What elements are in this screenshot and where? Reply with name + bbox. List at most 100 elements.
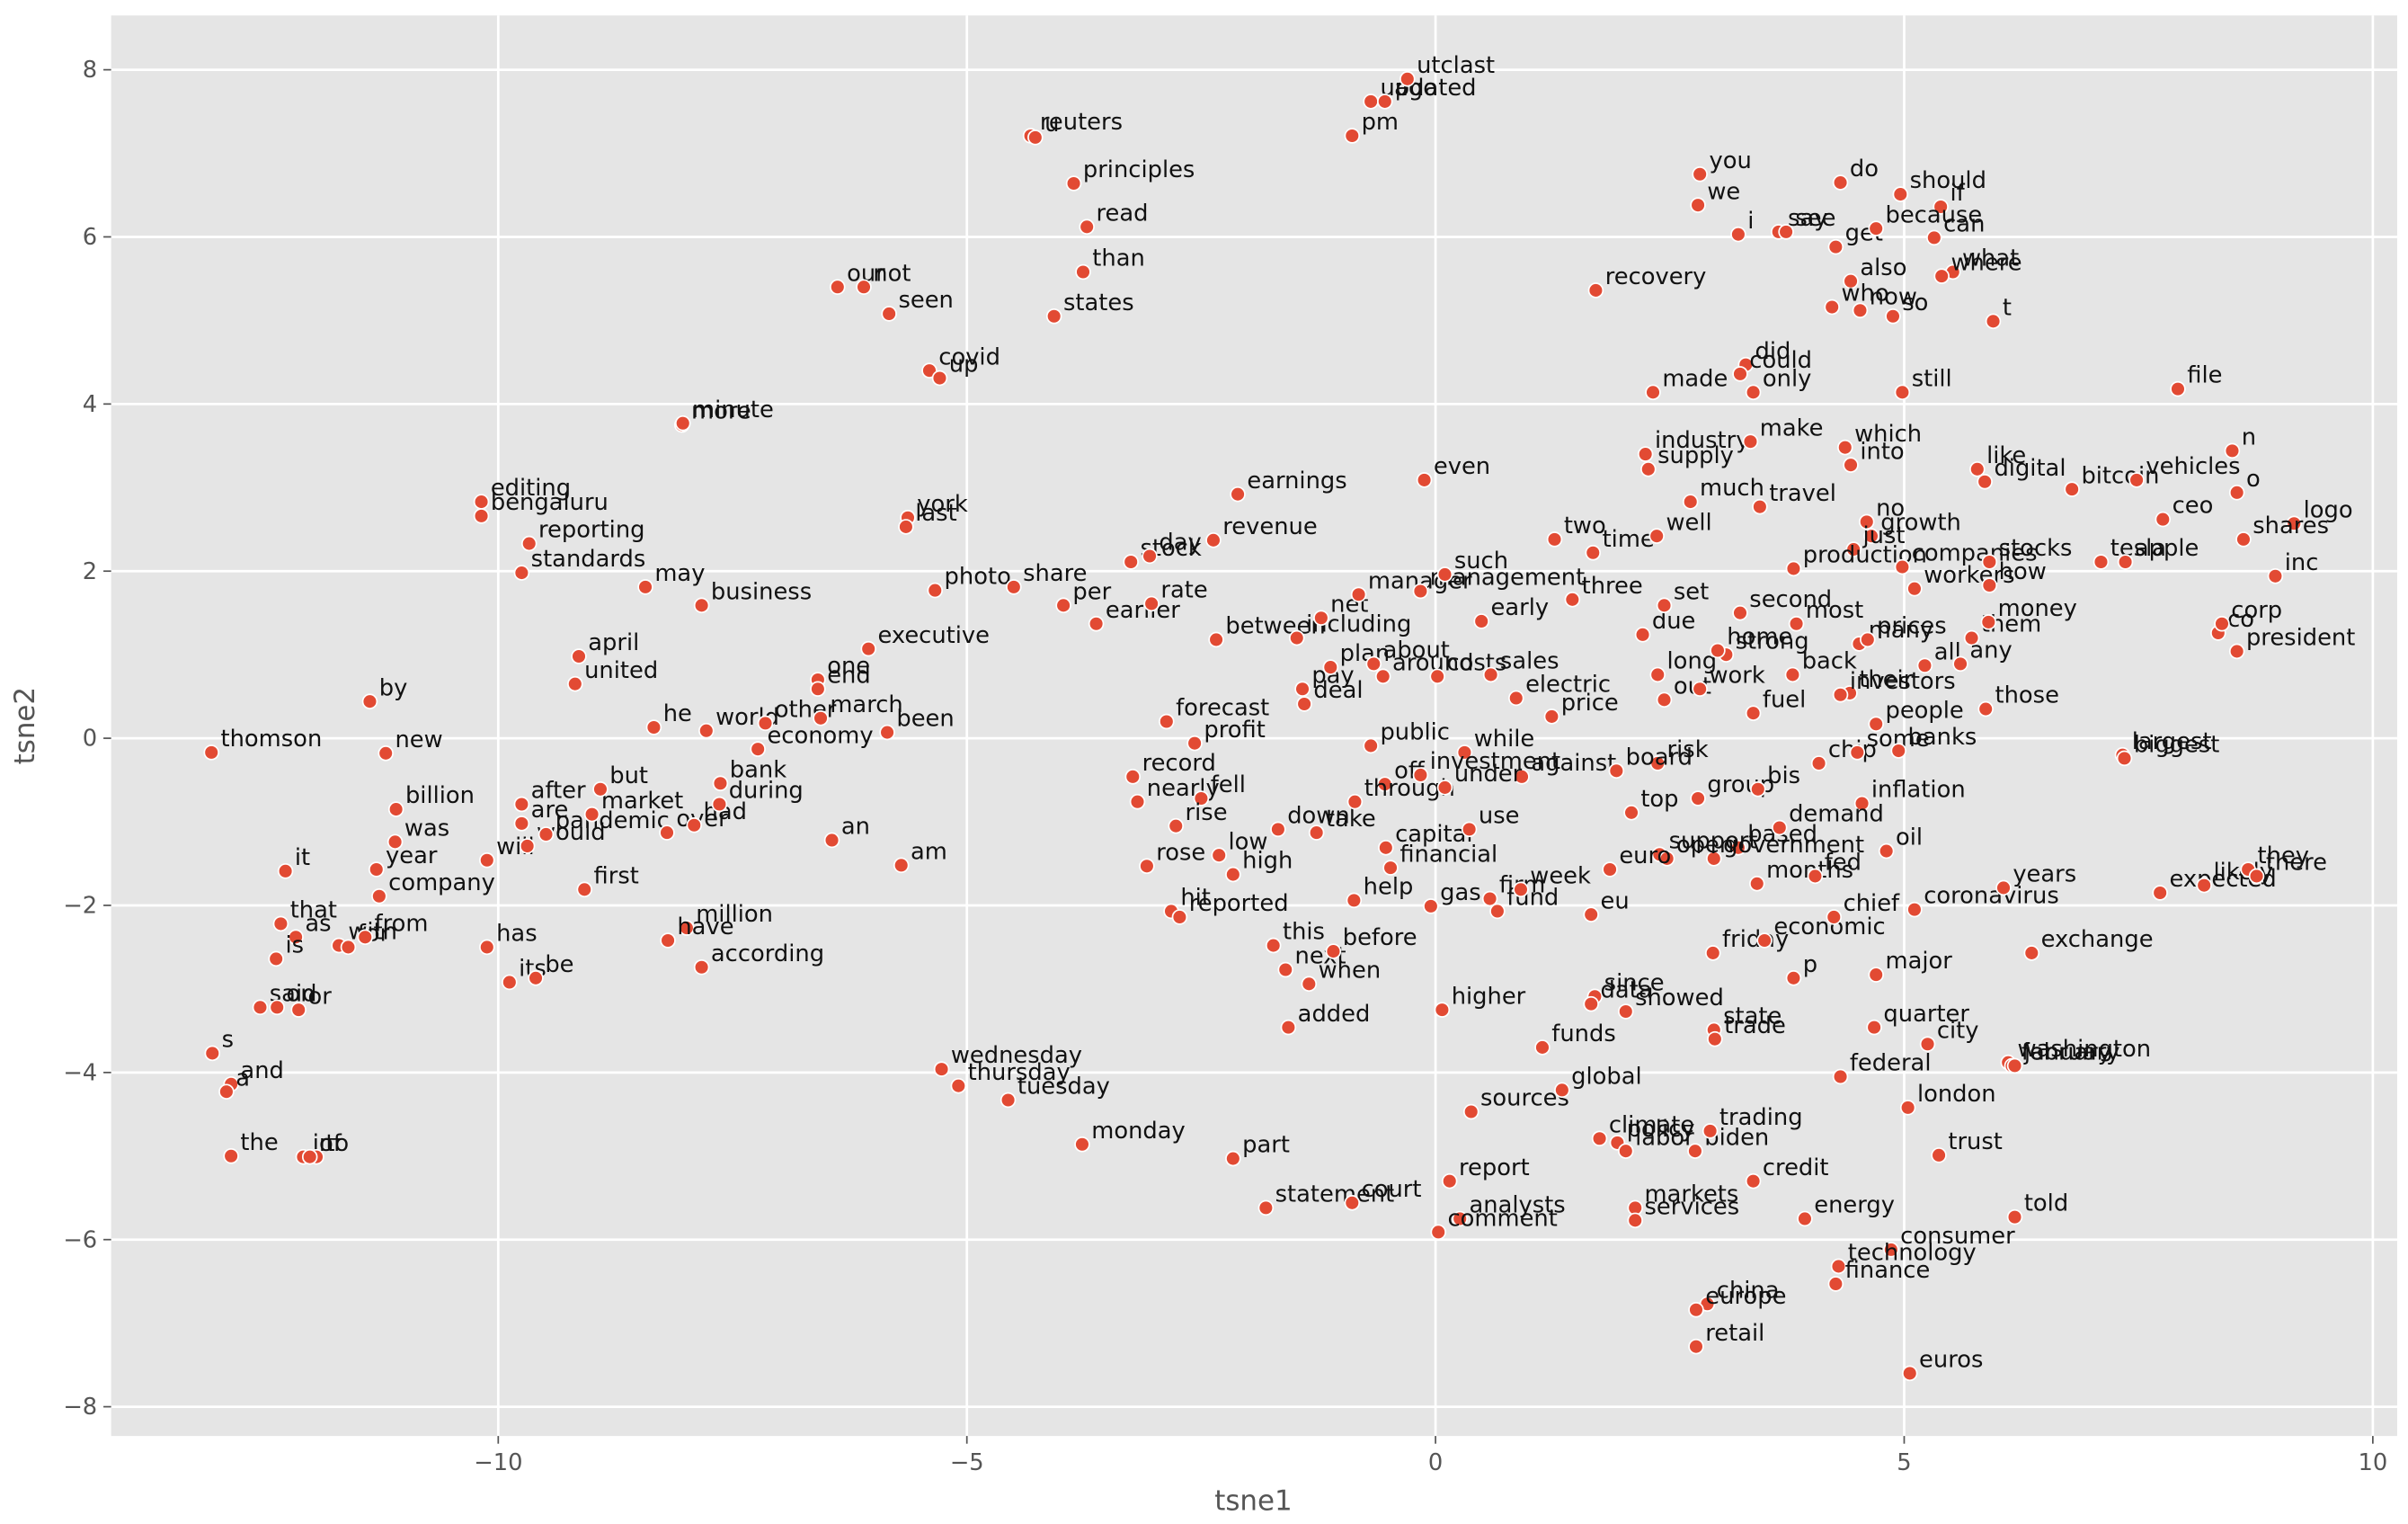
point-label: added [1298, 1001, 1371, 1028]
point [1027, 129, 1044, 146]
point-label: forecast [1176, 695, 1269, 722]
point-label: per [1072, 578, 1111, 605]
point [1742, 433, 1759, 450]
point-label: states [1063, 290, 1134, 316]
point [1687, 1143, 1703, 1159]
point [1969, 461, 1986, 477]
point [520, 535, 538, 552]
point [1412, 583, 1429, 600]
point-label: first [594, 862, 639, 889]
point [698, 722, 715, 739]
point-label: who [1841, 281, 1888, 307]
point [1894, 384, 1911, 401]
point [1745, 705, 1762, 721]
point [1931, 1147, 1947, 1163]
point [1732, 366, 1748, 382]
point [1784, 666, 1801, 683]
ticks: −10 −5 0 5 10 −8 −6 −4 −2 0 2 4 6 8 [63, 57, 2387, 1476]
point [1827, 1276, 1844, 1292]
point-label: retail [1705, 1320, 1764, 1347]
point [1045, 307, 1062, 325]
point [1591, 1130, 1608, 1147]
point [1313, 610, 1329, 627]
point-label: use [1479, 803, 1520, 830]
point [1692, 166, 1708, 183]
point-label: global [1571, 1063, 1642, 1090]
point [1363, 737, 1379, 754]
point-label: thursday [968, 1059, 1071, 1086]
point-label: digital [1994, 455, 2066, 482]
point-label: bitcoin [2081, 462, 2159, 489]
point-label: london [1917, 1081, 1996, 1108]
point [2093, 554, 2110, 570]
y-tick-label: −2 [63, 893, 97, 920]
point [1412, 767, 1429, 783]
point [204, 1045, 221, 1062]
point-label: money [1998, 595, 2077, 622]
point-label: support [1669, 827, 1758, 854]
point-label: government [1723, 832, 1864, 859]
point [1139, 858, 1155, 875]
point [269, 999, 285, 1016]
point [1344, 128, 1361, 144]
point-label: been [896, 706, 954, 733]
point [1079, 218, 1095, 236]
point-label: industry [1655, 427, 1749, 454]
point-label: did [1755, 338, 1791, 365]
x-tick-label: 10 [2358, 1449, 2387, 1476]
point [2064, 481, 2080, 497]
point [1602, 861, 1618, 878]
point-label: before [1343, 924, 1417, 951]
point [1658, 851, 1675, 867]
point-label: by [379, 674, 408, 701]
point [1916, 657, 1933, 673]
point-label: rise [1186, 799, 1228, 826]
point [860, 640, 876, 657]
point [1977, 700, 1994, 717]
point [2267, 568, 2284, 584]
point [301, 1148, 318, 1165]
point [2128, 472, 2145, 488]
point-label: exchange [2041, 926, 2154, 953]
point [879, 724, 895, 741]
point [513, 815, 530, 832]
point [1441, 1172, 1458, 1190]
point [1807, 868, 1824, 885]
point [583, 806, 600, 823]
point-label: when [1319, 957, 1382, 984]
point-label: are [531, 797, 569, 824]
point-label: strong [1736, 628, 1809, 655]
point-label: biggest [2134, 732, 2220, 759]
point [1294, 681, 1311, 698]
point-label: capital [1395, 821, 1472, 848]
point-label: earlier [1106, 597, 1180, 624]
point-label: covid [938, 343, 1000, 370]
point-label: logo [2304, 496, 2353, 523]
point [1824, 299, 1840, 316]
point-label: growth [1880, 509, 1961, 536]
point [1055, 597, 1071, 614]
point [513, 796, 530, 813]
point [1649, 666, 1666, 683]
point-label: april [588, 629, 639, 656]
point [1704, 945, 1721, 961]
point-label: electric [1525, 672, 1611, 699]
point-label: made [1662, 365, 1728, 392]
point-label: where [1950, 249, 2021, 276]
point [479, 939, 495, 956]
point-label: o [2246, 466, 2261, 493]
point [1534, 1039, 1551, 1056]
point-label: s [222, 1027, 234, 1054]
point-label: week [1530, 862, 1591, 889]
point-label: prices [1877, 613, 1947, 640]
point-label: reported [1189, 890, 1289, 917]
point [2224, 442, 2241, 459]
point [252, 999, 269, 1016]
point-label: eu [1600, 887, 1629, 914]
point [1656, 597, 1673, 614]
point [1377, 776, 1393, 792]
point [223, 1148, 239, 1164]
point-label: only [1763, 365, 1811, 392]
point [1778, 224, 1794, 240]
